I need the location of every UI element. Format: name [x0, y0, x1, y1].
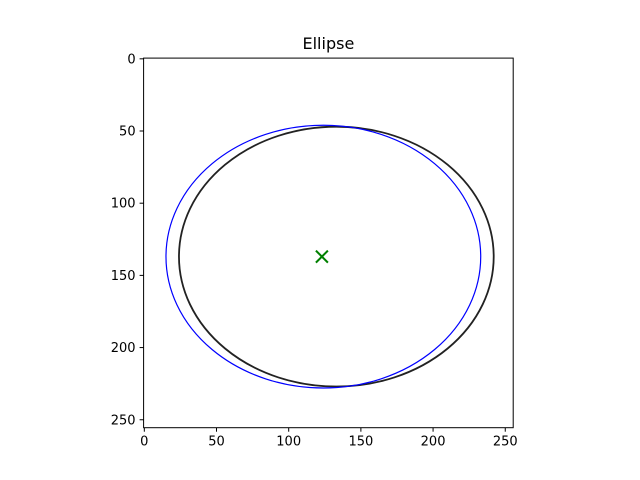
x-axis: 0 50 100 150 200 250	[140, 427, 518, 450]
plot-area	[165, 124, 495, 389]
axes-frame	[143, 57, 514, 429]
x-tick-label: 250	[493, 435, 518, 450]
y-tick-label: 150	[111, 269, 136, 284]
y-axis: 0 50 100 150 200 250	[111, 52, 144, 428]
x-tick-label: 50	[208, 435, 225, 450]
y-tick-label: 100	[111, 197, 136, 212]
x-tick-label: 0	[140, 435, 148, 450]
chart-title: Ellipse	[303, 34, 355, 53]
y-tick-label: 250	[111, 413, 136, 428]
y-tick-label: 200	[111, 341, 136, 356]
ellipse-contour-blue	[165, 124, 482, 389]
y-tick-label: 50	[119, 125, 136, 140]
y-tick-label: 0	[127, 52, 135, 67]
center-marker	[315, 249, 329, 264]
x-tick-label: 150	[348, 435, 373, 450]
x-tick-label: 200	[421, 435, 446, 450]
x-tick-label: 100	[276, 435, 301, 450]
ellipse-fit-black	[178, 125, 495, 388]
